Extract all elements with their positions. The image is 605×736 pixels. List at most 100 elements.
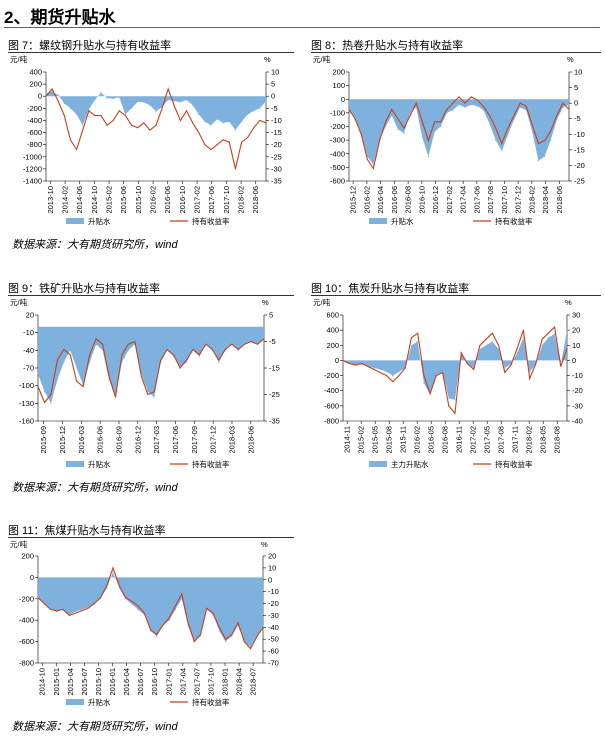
fig7-ytick-label-right-3: -5 (271, 104, 278, 113)
fig8-xtick-label-10: 2017-08 (486, 186, 495, 214)
fig8-unit-left: 元/吨 (313, 54, 331, 64)
fig8-area-point (501, 150, 503, 152)
fig9-area-point (127, 349, 129, 351)
fig8-area-point (385, 125, 387, 128)
fig10-line-point (485, 338, 487, 340)
fig11-xtick-label-15: 2018-07 (249, 668, 258, 696)
fig7-area-point (247, 113, 249, 115)
fig11-chart: 元/吨 % 200 0 -200 -400 -600 -800 20 10 0 -10 -20 -30 -4… (10, 539, 279, 707)
fig8-line-point (537, 143, 539, 145)
fig10-line-point (566, 347, 568, 349)
fig9-line-point (69, 354, 71, 356)
fig8-ytick-label-left-8: -600 (330, 177, 345, 186)
fig11-line-point (187, 622, 189, 624)
fig9-line-point (231, 343, 233, 345)
fig8-area-point (489, 123, 491, 125)
fig8-line-point (434, 121, 436, 123)
fig9-line-point (134, 341, 136, 342)
fig7-area-point (210, 124, 212, 126)
fig11-line-point (150, 629, 151, 631)
fig9-line-point (147, 394, 149, 395)
fig8-area-point (556, 119, 558, 121)
fig8-ytick-label-left-3: -100 (330, 108, 345, 117)
fig11-line-point (143, 612, 145, 614)
fig8-area-point (452, 109, 454, 111)
fig8-line-point (415, 102, 417, 104)
fig9-xtick-label-3: 2016-06 (96, 426, 105, 454)
fig7-ytick-label-right-9: -35 (271, 177, 282, 186)
fig10-area-point (516, 352, 518, 354)
fig11-xtick-label-14: 2018-04 (235, 668, 244, 696)
fig8-line-point (476, 99, 478, 101)
fig11-area-point (174, 608, 177, 611)
fig7-line-point (179, 119, 181, 121)
fig11-ytick-label-left-5: -800 (19, 659, 34, 668)
fig7-area-point (63, 102, 65, 105)
fig10-line-point (460, 352, 462, 354)
fig11-line-point (212, 612, 214, 614)
fig11-area-point (224, 641, 227, 643)
fig11-line-point (262, 626, 264, 628)
fig8-line-point (379, 140, 381, 141)
fig11-area-point (181, 598, 183, 600)
fig10-line-point (479, 344, 481, 346)
fig7-line-point (259, 119, 261, 121)
fig7-area-point (198, 113, 200, 115)
fig9-xtick-label-11: 2018-06 (246, 426, 255, 454)
fig7-line-point (173, 105, 175, 107)
fig8-area-point (403, 132, 405, 134)
fig7-area-point (137, 101, 139, 103)
fig10-xtick-label-13: 2018-02 (525, 426, 534, 454)
fig10-line-point (535, 363, 537, 364)
fig11-xtick-label-7: 2016-07 (136, 668, 145, 696)
fig7-area-point (253, 110, 255, 112)
fig9-xtick-label-10: 2018-03 (227, 426, 236, 454)
fig9-xtick-label-0: 2015-09 (39, 426, 48, 454)
fig8-area-point (537, 160, 539, 162)
fig8-xtick-label-2: 2016-04 (376, 186, 385, 214)
fig9-area-point (69, 349, 71, 351)
fig10-ytick-label-right-3: 0 (572, 356, 576, 365)
fig11-area-point (187, 625, 189, 627)
fig9-area-point (108, 379, 110, 381)
fig11-line-point (250, 648, 251, 650)
fig11-ytick-label-right-1: 10 (268, 563, 276, 572)
fig10-xtick-label-4: 2015-11 (399, 426, 408, 453)
fig11-line-point (218, 626, 220, 628)
fig11-rule (8, 537, 294, 538)
fig10-unit-left: 元/吨 (313, 297, 331, 307)
fig11-line-point (68, 614, 70, 616)
fig9-line-point (186, 359, 187, 361)
fig8-area-point (427, 155, 429, 158)
fig9-line-point (95, 338, 97, 340)
fig7-line-point (94, 115, 96, 117)
fig9-title: 图 9：铁矿升贴水与持有收益率 (8, 283, 161, 295)
fig10-line-point (417, 332, 419, 334)
fig11-series-area (38, 572, 263, 647)
fig7-line-point (131, 124, 133, 126)
fig8-ytick-label-right-7: -25 (574, 177, 585, 186)
fig7-area-point (88, 108, 90, 111)
fig8-xtick-label-5: 2016-10 (417, 186, 426, 214)
fig8-area-point (482, 109, 484, 111)
fig7-line-point (63, 115, 65, 117)
fig10-series-area (343, 330, 567, 400)
fig8-line-point (446, 108, 448, 110)
fig9-area-point (147, 391, 149, 393)
fig11-source: 数据来源：大有期货研究所，wind (12, 721, 178, 733)
fig10-area-point (373, 367, 375, 369)
fig11-xtick-label-8: 2016-10 (150, 668, 159, 696)
fig7-series-area (46, 91, 266, 131)
fig11-xtick-label-9: 2017-01 (164, 668, 173, 696)
fig7-area-point (45, 92, 47, 94)
fig11-legend-swatch-area (66, 699, 84, 705)
fig7-line-point (51, 88, 53, 90)
fig9-ytick-label-left-4: -100 (19, 381, 34, 390)
fig11-line-point (118, 585, 120, 587)
fig9-unit-left: 元/吨 (10, 297, 28, 307)
fig9-line-point (37, 386, 39, 387)
fig10-area-point (417, 340, 419, 343)
fig11-ytick-label-left-3: -400 (19, 616, 34, 625)
fig9-area-point (89, 361, 91, 363)
fig9-area-point (63, 361, 65, 363)
